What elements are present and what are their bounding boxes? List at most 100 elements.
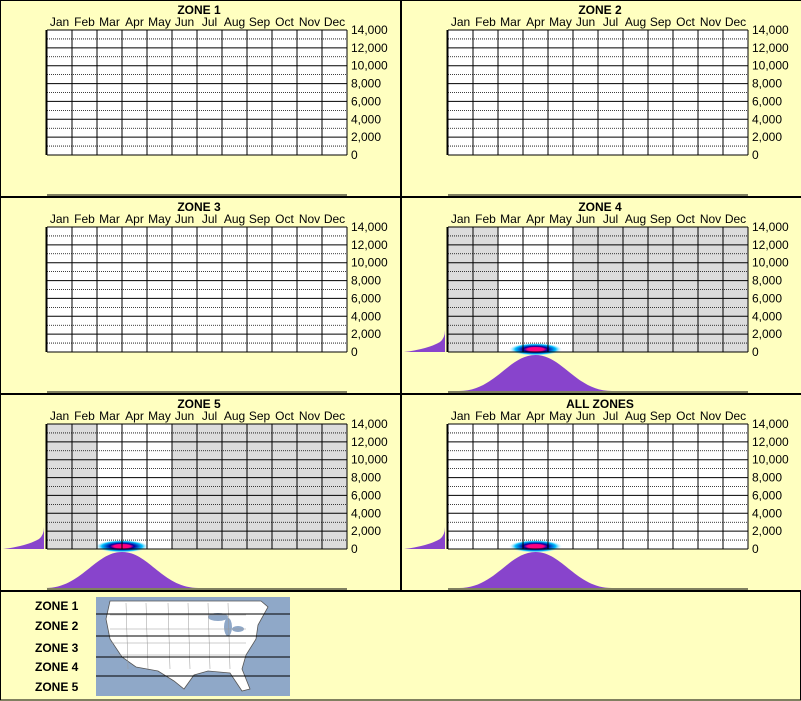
y-tick-label: 8,000 (752, 274, 782, 288)
legend-zone-label: ZONE 1 (35, 599, 79, 613)
month-tick-label: Feb (475, 212, 496, 226)
month-column (573, 424, 598, 549)
month-column (272, 30, 297, 155)
month-tick-label: Sep (249, 409, 271, 423)
month-tick-label: Jul (202, 409, 217, 423)
panel-title: ALL ZONES (566, 397, 634, 411)
month-tick-label: Oct (676, 409, 695, 423)
month-tick-label: Dec (725, 15, 746, 29)
panel-frame (0, 0, 401, 197)
month-tick-label: Nov (700, 15, 721, 29)
density-blob (508, 342, 563, 356)
month-tick-label: Feb (475, 15, 496, 29)
y-tick-label: 14,000 (752, 417, 789, 431)
y-tick-label: 2,000 (752, 130, 782, 144)
y-tick-label: 2,000 (752, 327, 782, 341)
month-tick-label: Apr (526, 409, 545, 423)
month-tick-label: Sep (650, 409, 672, 423)
month-tick-label: Jun (576, 409, 595, 423)
y-tick-label: 2,000 (752, 524, 782, 538)
month-tick-label: Aug (625, 212, 646, 226)
month-tick-label: Aug (625, 15, 646, 29)
month-column (473, 30, 498, 155)
month-tick-label: Jul (603, 15, 618, 29)
month-tick-label: Jun (576, 15, 595, 29)
month-tick-label: Oct (275, 212, 294, 226)
y-tick-label: 0 (752, 148, 759, 162)
y-tick-label: 0 (752, 345, 759, 359)
month-column (322, 227, 347, 352)
y-tick-label: 6,000 (351, 488, 381, 502)
month-column (523, 424, 548, 549)
month-tick-label: Aug (224, 15, 245, 29)
y-tick-label: 14,000 (351, 417, 388, 431)
panel-frame (0, 394, 401, 591)
y-tick-label: 0 (752, 542, 759, 556)
month-column (272, 227, 297, 352)
y-tick-label: 6,000 (351, 291, 381, 305)
y-tick-label: 6,000 (752, 291, 782, 305)
month-tick-label: Oct (275, 409, 294, 423)
elevation-distribution (3, 527, 44, 549)
month-column (222, 227, 247, 352)
y-tick-label: 14,000 (351, 220, 388, 234)
month-tick-label: Jan (50, 212, 69, 226)
month-column (573, 227, 598, 352)
y-tick-label: 14,000 (752, 220, 789, 234)
zone-legend: ZONE 1 ZONE 2 ZONE 3 ZONE 4 ZONE 5 (35, 597, 290, 696)
month-column (673, 424, 698, 549)
month-column (172, 30, 197, 155)
month-tick-label: Jun (175, 15, 194, 29)
month-column (122, 227, 147, 352)
month-column (322, 424, 347, 549)
month-column (322, 30, 347, 155)
panel-title: ZONE 1 (177, 3, 221, 17)
month-column (473, 227, 498, 352)
month-tick-label: Feb (74, 409, 95, 423)
month-tick-label: Sep (650, 15, 672, 29)
month-tick-label: Aug (625, 409, 646, 423)
zone-panel: ZONE 1 Jan Feb Mar Apr May Jun Jul Aug Sep Oct Nov D… (45, 3, 388, 196)
y-tick-label: 8,000 (351, 274, 381, 288)
month-tick-label: Dec (324, 409, 345, 423)
month-tick-label: Apr (526, 212, 545, 226)
month-tick-label: Nov (700, 409, 721, 423)
zone-panel: ZONE 2 Jan Feb Mar Apr May Jun Jul Aug Sep Oct Nov D… (446, 3, 789, 196)
month-tick-label: Oct (676, 15, 695, 29)
month-column (523, 30, 548, 155)
y-tick-label: 0 (351, 148, 358, 162)
month-tick-label: Aug (224, 409, 245, 423)
y-tick-label: 10,000 (752, 256, 789, 270)
month-tick-label: Mar (500, 15, 521, 29)
zone-panel: ALL ZONES Jan Feb Mar Apr May Jun Jul Aug Sep Oct N… (404, 397, 789, 590)
month-tick-label: Jan (451, 15, 470, 29)
y-tick-label: 6,000 (752, 94, 782, 108)
legend-zone-label: ZONE 5 (35, 680, 79, 694)
month-tick-label: May (148, 212, 171, 226)
month-tick-label: Mar (99, 409, 120, 423)
y-tick-label: 8,000 (351, 77, 381, 91)
month-tick-label: Dec (324, 212, 345, 226)
month-tick-label: Sep (249, 212, 271, 226)
y-tick-label: 10,000 (351, 256, 388, 270)
legend-zone-label: ZONE 2 (35, 619, 79, 633)
month-column (122, 30, 147, 155)
month-column (723, 424, 748, 549)
zone-panel: ZONE 3 Jan Feb Mar Apr May Jun Jul Aug Sep Oct Nov D… (45, 200, 388, 393)
month-tick-label: Apr (526, 15, 545, 29)
month-tick-label: Jan (451, 212, 470, 226)
month-tick-label: Jan (50, 409, 69, 423)
month-distribution (459, 355, 612, 391)
month-tick-label: Jan (451, 409, 470, 423)
month-column (723, 30, 748, 155)
month-tick-label: Nov (299, 15, 320, 29)
month-tick-label: Aug (224, 212, 245, 226)
month-tick-label: Sep (249, 15, 271, 29)
month-tick-label: Nov (700, 212, 721, 226)
y-tick-label: 14,000 (351, 23, 388, 37)
month-tick-label: Feb (74, 15, 95, 29)
y-tick-label: 0 (351, 345, 358, 359)
y-tick-label: 2,000 (351, 524, 381, 538)
panel-title: ZONE 3 (177, 200, 221, 214)
y-tick-label: 6,000 (351, 94, 381, 108)
